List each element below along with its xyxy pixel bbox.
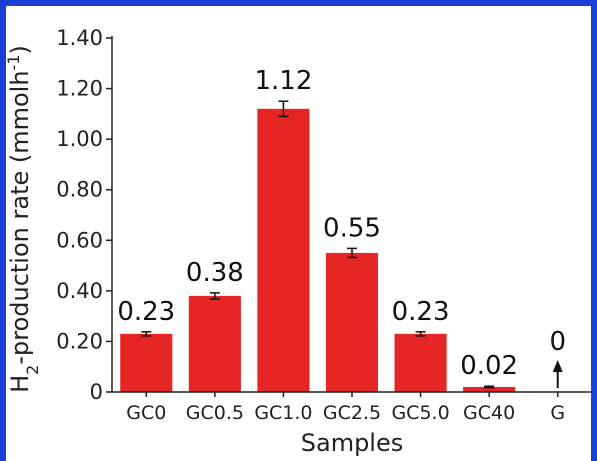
bar [463,386,516,392]
y-axis-title-end: ) [6,45,34,54]
value-labels-group: 0.23 0.38 1.12 0.55 0.23 0.02 0 [117,66,566,381]
y-tick-label: 0.40 [56,279,103,303]
bar [188,295,241,392]
bar [394,333,447,392]
value-label: 0.02 [460,351,518,381]
y-axis-title-subscript: 2 [23,365,42,375]
y-tick-label: 0 [90,380,103,404]
category-label: GC0.5 [186,402,244,424]
y-axis-title: H2-production rate (mmolh-1) [4,45,42,393]
y-tick-label: 0.80 [56,178,103,202]
y-axis-ticks: 0 0.20 0.40 0.60 0.80 1.00 1.20 1.40 [56,26,112,404]
category-label: G [550,402,565,424]
value-label: 1.12 [254,66,312,96]
category-label: GC2.5 [323,402,381,424]
y-tick-label: 1.40 [56,26,103,50]
bar [257,108,310,393]
category-label: GC0 [126,402,166,424]
value-label: 0.23 [392,297,450,327]
category-label: GC40 [463,402,515,424]
value-label: 0 [549,327,566,357]
y-tick-label: 1.00 [56,127,103,151]
y-tick-label: 0.60 [56,228,103,252]
category-label: GC1.0 [254,402,312,424]
y-axis-title-main: -production rate (mmolh [6,70,34,364]
value-label: 0.38 [186,258,244,288]
y-tick-label: 0.20 [56,329,103,353]
value-label: 0.23 [117,297,175,327]
bar [120,333,173,392]
error-bars-group [141,100,495,389]
bars-group [120,108,563,393]
y-axis-title-h: H [6,375,34,393]
x-axis-title: Samples [301,429,404,457]
value-label: 0.55 [323,213,381,243]
y-axis-title-superscript: -1 [4,54,23,70]
y-tick-label: 1.20 [56,77,103,101]
x-axis-categories: GC0 GC0.5 GC1.0 GC2.5 GC5.0 GC40 G [126,392,565,424]
zero-arrow-head [552,360,563,372]
bar [325,252,379,392]
category-label: GC5.0 [391,402,449,424]
